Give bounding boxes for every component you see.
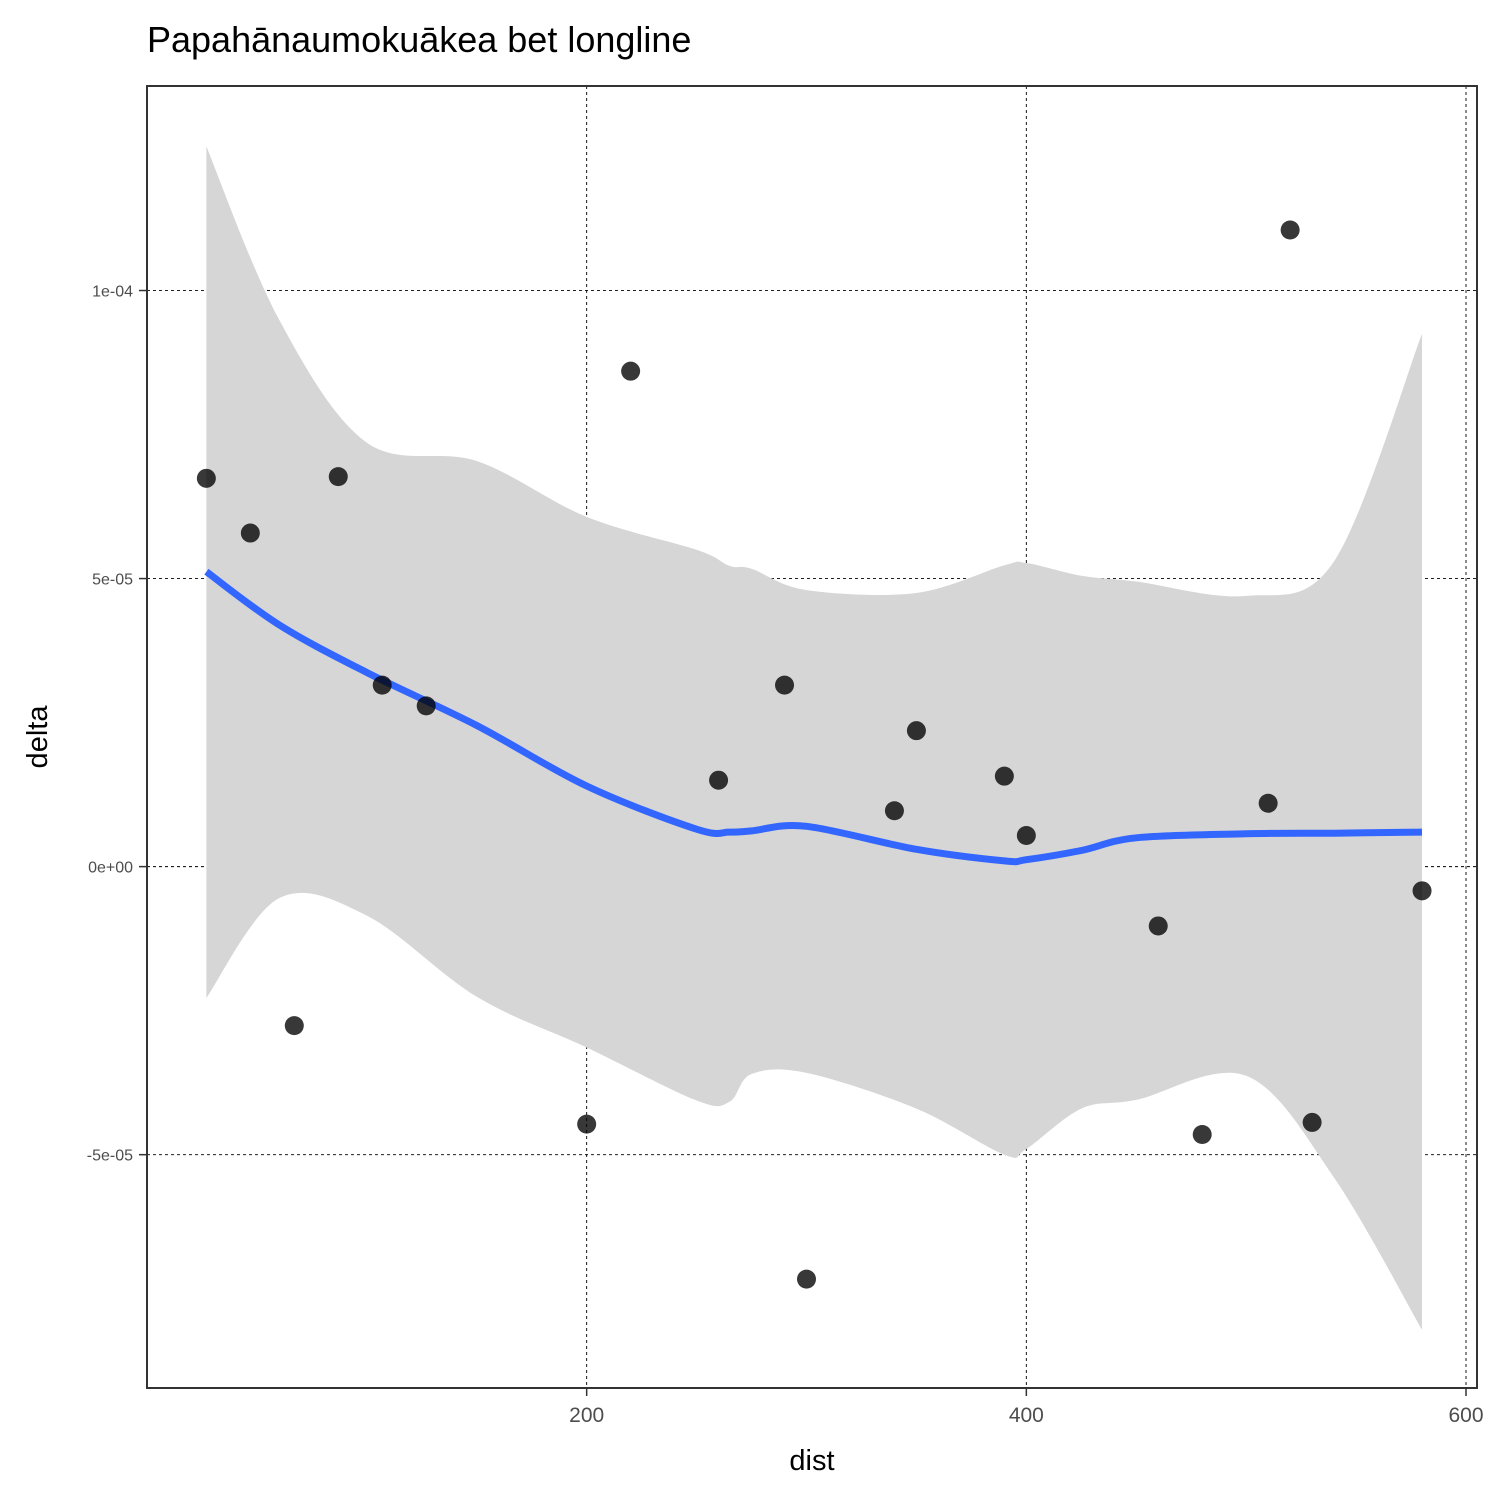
smooth-line-layer [204, 568, 1423, 866]
chart-title: Papahānaumokuākea bet longline [147, 19, 691, 60]
y-tick-label: -5e-05 [87, 1148, 133, 1165]
data-point [284, 1016, 304, 1036]
confidence-band [206, 146, 1422, 1330]
data-point [775, 675, 795, 695]
data-point [328, 467, 348, 487]
data-point [416, 696, 436, 716]
x-tick-label: 400 [1009, 1404, 1044, 1427]
x-tick-label: 200 [569, 1404, 604, 1427]
confidence-band-layer [206, 146, 1422, 1330]
data-point [1192, 1125, 1212, 1145]
y-tick-label: 0e+00 [88, 860, 133, 877]
y-axis-label: delta [22, 705, 54, 769]
data-point [240, 523, 260, 543]
data-point [906, 721, 926, 741]
data-point [577, 1114, 597, 1134]
smooth-line [204, 568, 1423, 866]
data-point [709, 770, 729, 790]
y-axis: -5e-05 0e+00 5e-05 1e-04 [87, 284, 147, 1165]
x-axis-label: dist [789, 1445, 834, 1477]
x-axis: 200 400 600 [569, 1388, 1484, 1427]
data-point [1302, 1112, 1322, 1132]
points-layer [196, 220, 1432, 1289]
data-point [994, 766, 1014, 786]
data-point [1280, 220, 1300, 240]
data-point [797, 1269, 817, 1289]
y-tick-label: 1e-04 [92, 284, 133, 301]
x-tick-label: 600 [1448, 1404, 1483, 1427]
data-point [1412, 881, 1432, 901]
panel-border [146, 85, 1478, 1389]
data-point [196, 468, 216, 488]
data-point [884, 801, 904, 821]
y-tick-label: 5e-05 [92, 572, 133, 589]
data-point [372, 675, 392, 695]
data-point [621, 361, 641, 381]
data-point [1016, 826, 1036, 846]
data-point [1148, 916, 1168, 936]
data-point [1258, 793, 1278, 813]
